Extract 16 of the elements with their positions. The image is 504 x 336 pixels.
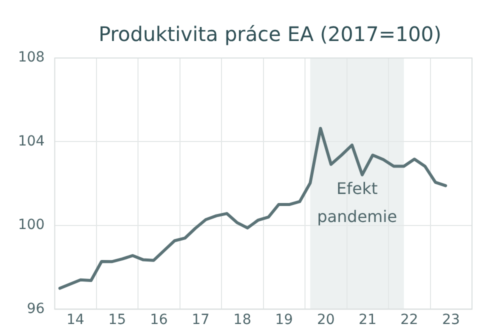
chart-title: Produktivita práce EA (2017=100) bbox=[98, 22, 442, 46]
y-tick-label: 108 bbox=[18, 50, 45, 66]
x-tick-label: 21 bbox=[358, 312, 376, 328]
y-tick-label: 104 bbox=[18, 133, 45, 150]
x-tick-label: 15 bbox=[108, 312, 126, 328]
x-tick-label: 20 bbox=[316, 312, 335, 328]
x-tick-label: 22 bbox=[400, 312, 418, 328]
x-tick-label: 19 bbox=[275, 312, 293, 328]
y-tick-label: 100 bbox=[18, 217, 45, 234]
x-tick-label: 23 bbox=[442, 312, 460, 328]
band-label: Efekt pandemie bbox=[317, 178, 398, 226]
x-tick-label: 16 bbox=[150, 312, 168, 328]
x-tick-label: 17 bbox=[192, 312, 210, 328]
x-tick-label: 18 bbox=[233, 312, 252, 328]
x-tick-label: 14 bbox=[66, 312, 84, 328]
y-tick-label: 96 bbox=[26, 300, 45, 317]
